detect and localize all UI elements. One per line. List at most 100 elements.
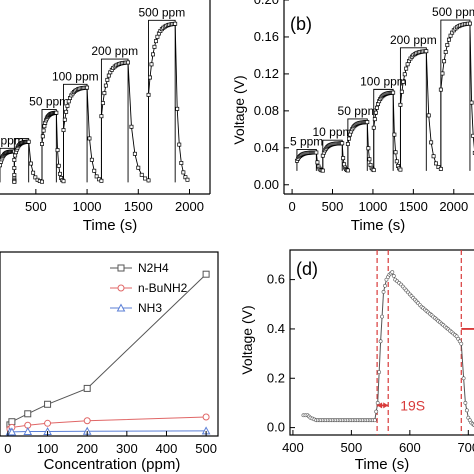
panel-b-data-point [469, 100, 474, 105]
panel-c-xtick-label: 500 [195, 441, 217, 456]
panel-b-data-point [399, 89, 404, 94]
panel-a-data-point [40, 179, 44, 184]
panel-c-point [7, 427, 17, 436]
panel-c-xtick-label: 400 [156, 441, 178, 456]
panel-d-data-point [461, 376, 466, 381]
panel-b-step-box [373, 88, 394, 171]
panel-b-data-point [373, 110, 378, 115]
panel-b-data-point [443, 50, 448, 54]
panel-a-data-point [65, 103, 70, 108]
panel-a-step-label: 100 ppm [52, 69, 99, 83]
panel-b-xtick-label: 1500 [399, 199, 428, 214]
panel-b-data-point [393, 150, 398, 155]
panel-b-data-point [402, 72, 407, 77]
panel-a-step-box [148, 19, 176, 183]
panel-d: (d) Voltage (V) 19S 400 500 600 700 0.0 0.2 0.… [239, 249, 474, 473]
panel-d-ytick-label: 0.2 [267, 370, 285, 385]
panel-b-ytick-label: 0.12 [254, 66, 279, 81]
panel-a-data-point [12, 158, 17, 162]
panel-a-xtick-label: 1000 [73, 199, 102, 214]
panel-b-data-point [365, 120, 370, 125]
panel-a-xtick-label: 2000 [175, 199, 204, 214]
panel-a-data-point [103, 83, 108, 88]
panel-d-ytick-label: 0.6 [267, 272, 285, 287]
panel-a-data-point [55, 148, 60, 153]
panel-b-ytick-label: 0.04 [254, 140, 279, 155]
panel-a-data-point [136, 165, 141, 170]
panel-b-ylabel: Voltage (V) [231, 75, 247, 144]
panel-d-data-point [374, 409, 379, 414]
panel-b-data-point [426, 113, 431, 118]
panel-a-data-point [12, 179, 17, 184]
panel-a-xtick-label: 1500 [124, 199, 153, 214]
panel-b-data-point [320, 168, 325, 173]
panel-b-xtick-label: 0 [288, 199, 295, 214]
panel-b-xtick-label: 1000 [358, 199, 387, 214]
panel-b-data-point [468, 21, 472, 26]
panel-d-arrowhead [383, 402, 389, 409]
panel-a-data-point [148, 75, 152, 80]
panel-d-data-point [375, 401, 380, 405]
panel-d-ylabel: Voltage (V) [239, 305, 255, 374]
panel-d-label: (d) [296, 259, 318, 279]
panel-a-data-point [41, 128, 46, 133]
panel-b-step-box [440, 19, 471, 171]
panel-a-data-point [153, 39, 158, 44]
panel-b-data-point [445, 43, 450, 47]
panel-a-data-point [92, 168, 97, 173]
panel-a-data-point [40, 134, 45, 139]
panel-c-xlabel: Concentration (ppm) [44, 456, 181, 473]
panel-c-xtick-label: 0 [4, 441, 11, 456]
panel-b-data-point [372, 117, 377, 122]
panel-a-data-point [152, 44, 157, 49]
panel-a-data-point [183, 175, 188, 180]
panel-a-data-point [94, 174, 99, 179]
panel-d-data-point [372, 418, 377, 423]
panel-c-point [202, 270, 210, 278]
panel-b-data-point [440, 71, 445, 76]
panel-b-xtick-label: 2000 [439, 199, 468, 214]
panel-a-data-point [151, 52, 155, 57]
panel-b-step-label: 10 ppm [312, 125, 352, 139]
panel-a-data-point [146, 92, 151, 97]
panel-a-step-label: 50 ppm [29, 95, 69, 109]
panel-a-data-point [57, 171, 62, 176]
panel-c-point [83, 384, 91, 392]
panel-b-data-point [341, 156, 346, 161]
panel-b-data-point [394, 159, 399, 164]
panel-c-xtick-label: 300 [116, 441, 138, 456]
panel-c-point [24, 410, 32, 418]
panel-a-data-point [99, 114, 104, 119]
panel-b-ytick-label: 0.20 [254, 0, 279, 7]
panel-d-xtick-label: 600 [399, 440, 421, 455]
panel-a-data-point [105, 77, 110, 82]
panel-c-legend-label: N2H4 [138, 261, 169, 275]
panel-d-data-point [390, 270, 395, 275]
panel-b-data-point [391, 90, 396, 95]
panel-c: 0 100 200 300 400 500 N2H4 n-BuNH2 NH3 Concentr… [0, 251, 219, 473]
panel-a-data-point [0, 163, 2, 168]
panel-b-ytick-label: 0.00 [254, 177, 279, 192]
panel-a-data-point [143, 176, 148, 181]
panel-b-data-point [392, 132, 397, 137]
panel-b-step-label: 200 ppm [390, 33, 437, 47]
panel-b-step-label: 500 ppm [432, 5, 474, 19]
panel-a-data-point [12, 166, 17, 170]
panel-a-data-point [173, 21, 178, 26]
panel-b-data-point [366, 146, 371, 151]
panel-a-data-point [99, 178, 104, 183]
panel-b-data-point [438, 87, 443, 92]
panel-d-annotation-label: 19S [400, 397, 425, 413]
panel-a-data-point [106, 73, 111, 78]
panel-d-data-point [463, 401, 468, 405]
panel-a-data-point [62, 117, 67, 122]
panel-a-xlabel: Time (s) [83, 217, 137, 234]
panel-a-data-point [177, 142, 182, 147]
panel-a-xtick-label: 500 [25, 199, 47, 214]
panel-b-xlabel: Time (s) [351, 217, 405, 234]
panel-a-data-point [146, 178, 151, 183]
panel-b-data-point [401, 79, 406, 84]
